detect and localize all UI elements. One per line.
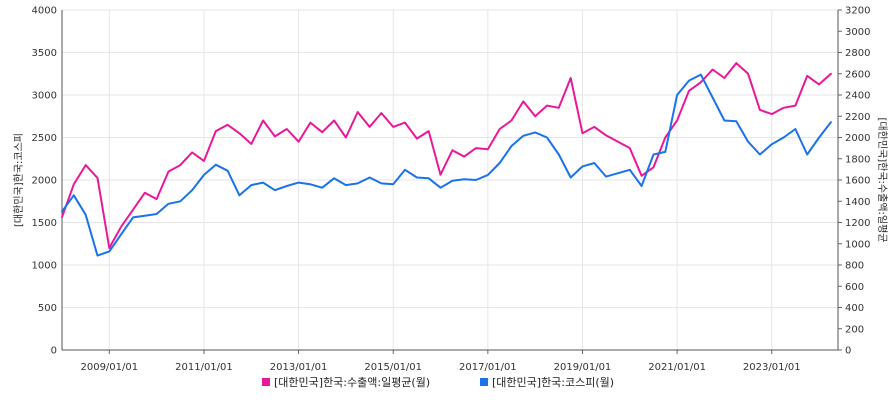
y-right-tick-label: 1000 — [845, 239, 870, 250]
y-right-tick-label: 3000 — [845, 27, 870, 38]
series-layer — [61, 62, 832, 257]
series-line-1 — [61, 73, 832, 257]
y-left-tick-label: 3000 — [32, 91, 57, 102]
y-right-tick-label: 600 — [845, 282, 864, 293]
x-tick-label: 2017/01/01 — [459, 362, 517, 373]
y-left-tick-label: 1000 — [32, 261, 57, 272]
x-tick-label: 2021/01/01 — [648, 362, 706, 373]
y-left-tick-label: 2000 — [32, 176, 57, 187]
y-left-tick-label: 4000 — [32, 6, 57, 17]
y-right-tick-label: 1800 — [845, 154, 870, 165]
legend-label: [대한민국]한국:수출액:일평균(월) — [274, 375, 430, 389]
x-tick-label: 2013/01/01 — [270, 362, 328, 373]
y-right-tick-label: 2200 — [845, 112, 870, 123]
y-right-tick-label: 2800 — [845, 48, 870, 59]
grid-lines — [62, 9, 838, 351]
y-right-tick-label: 2600 — [845, 69, 870, 80]
y-axis-right-title: [대한민국]한국:수출액:일평균 — [876, 118, 888, 243]
y-right-tick-label: 1200 — [845, 218, 870, 229]
y-right-tick-label: 800 — [845, 261, 864, 272]
legend: [대한민국]한국:수출액:일평균(월) [대한민국]한국:코스피(월) — [262, 375, 614, 389]
y-left-tick-label: 0 — [51, 346, 57, 357]
y-axis-left-title: [대한민국]한국:코스피 — [13, 133, 25, 227]
y-left-tick-label: 3500 — [32, 48, 57, 59]
y-right-tick-label: 1600 — [845, 176, 870, 187]
x-tick-label: 2023/01/01 — [743, 362, 801, 373]
y-left-tick-label: 2500 — [32, 133, 57, 144]
x-tick-label: 2019/01/01 — [554, 362, 612, 373]
y-right-tick-label: 3200 — [845, 6, 870, 17]
y-axis-left: 0 500 1000 1500 2000 2500 3000 3500 4000 — [32, 6, 63, 357]
series-line-0 — [61, 62, 832, 249]
y-right-tick-label: 1400 — [845, 197, 870, 208]
x-axis: 2009/01/01 2011/01/01 2013/01/01 2015/01/01… — [62, 349, 838, 373]
x-tick-label: 2011/01/01 — [175, 362, 233, 373]
legend-swatch — [480, 378, 488, 386]
y-axis-right: 0 200 400 600 800 1000 1200 1400 1600 1800 2000 220… — [837, 6, 870, 357]
legend-swatch — [262, 378, 270, 386]
y-right-tick-label: 0 — [845, 346, 851, 357]
y-left-tick-label: 1500 — [32, 218, 57, 229]
y-right-tick-label: 400 — [845, 303, 864, 314]
y-left-tick-label: 500 — [38, 303, 57, 314]
y-right-tick-label: 200 — [845, 324, 864, 335]
y-right-tick-label: 2000 — [845, 133, 870, 144]
y-right-tick-label: 2400 — [845, 91, 870, 102]
x-tick-label: 2009/01/01 — [80, 362, 138, 373]
x-tick-label: 2015/01/01 — [364, 362, 422, 373]
legend-label: [대한민국]한국:코스피(월) — [492, 376, 614, 389]
